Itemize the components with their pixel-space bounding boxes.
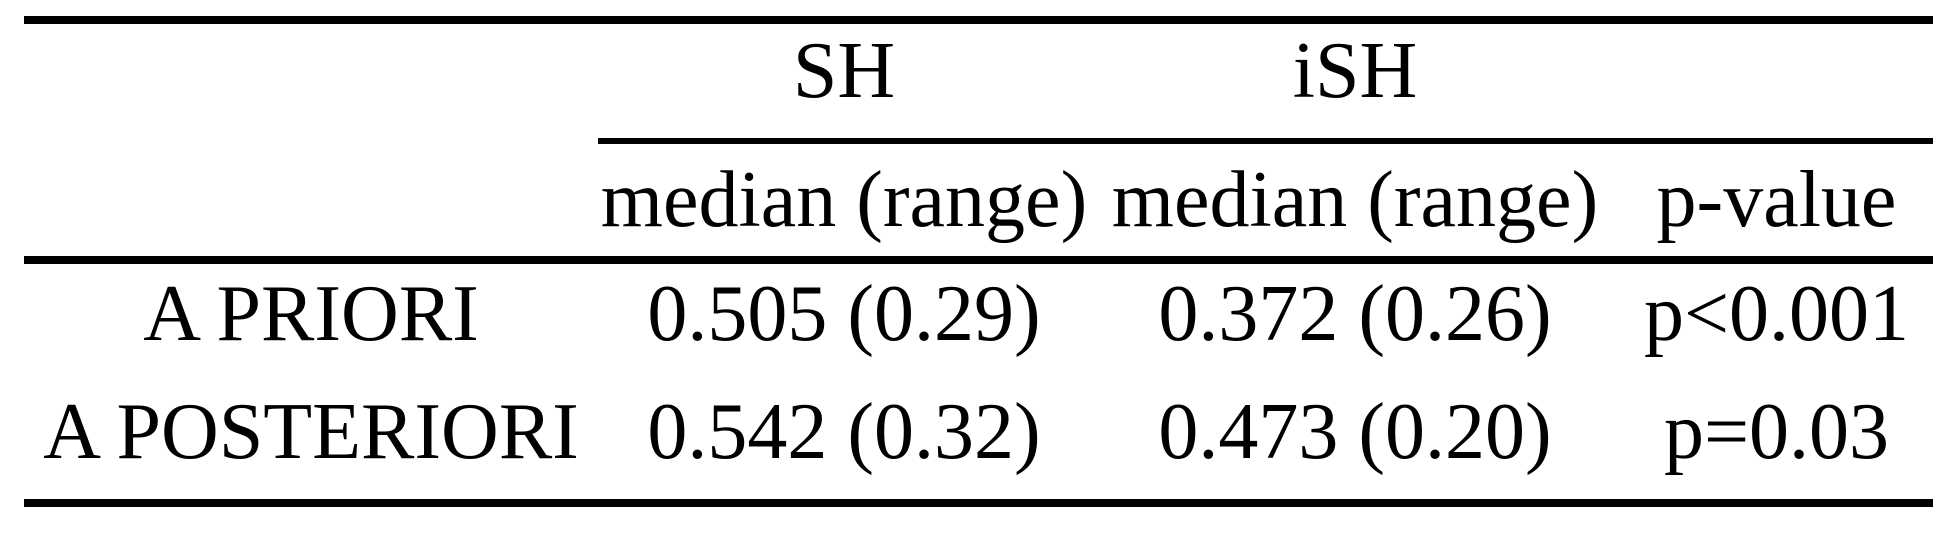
group-header-ish: iSH (1090, 20, 1620, 144)
column-header-blank-cell (24, 141, 598, 264)
group-header-row: SH iSH (24, 20, 1933, 144)
column-header-row: median (range) median (range) p-value (24, 141, 1933, 264)
group-header-sh: SH (598, 20, 1090, 144)
row-label-a-posteriori: A POSTERIORI (24, 364, 598, 507)
cell-a-priori-sh: 0.505 (0.29) (647, 270, 1041, 358)
results-table: SH iSH median (range) median (range) p-v… (24, 16, 1933, 507)
cell-a-posteriori-ish: 0.473 (0.20) (1090, 364, 1620, 507)
cell-a-posteriori-p-value: p=0.03 (1620, 364, 1933, 507)
column-header-p-value: p-value (1620, 141, 1933, 264)
column-header-sh-median-range: median (range) (598, 141, 1090, 264)
row-label-a-priori: A PRIORI (143, 270, 479, 358)
group-header-blank-cell (24, 20, 598, 141)
cell-a-priori-ish: 0.372 (0.26) (1158, 270, 1552, 358)
table-row-a-posteriori: A POSTERIORI 0.542 (0.32) 0.473 (0.20) p… (24, 364, 1933, 507)
cell-a-priori-p-value: p<0.001 (1643, 270, 1910, 358)
column-header-ish-median-range: median (range) (1090, 141, 1620, 264)
group-header-spacer-cell (1620, 20, 1933, 144)
table-row-a-priori: A PRIORI 0.505 (0.29) 0.372 (0.26) p<0.0… (24, 260, 1933, 364)
cell-a-posteriori-sh: 0.542 (0.32) (598, 364, 1090, 507)
